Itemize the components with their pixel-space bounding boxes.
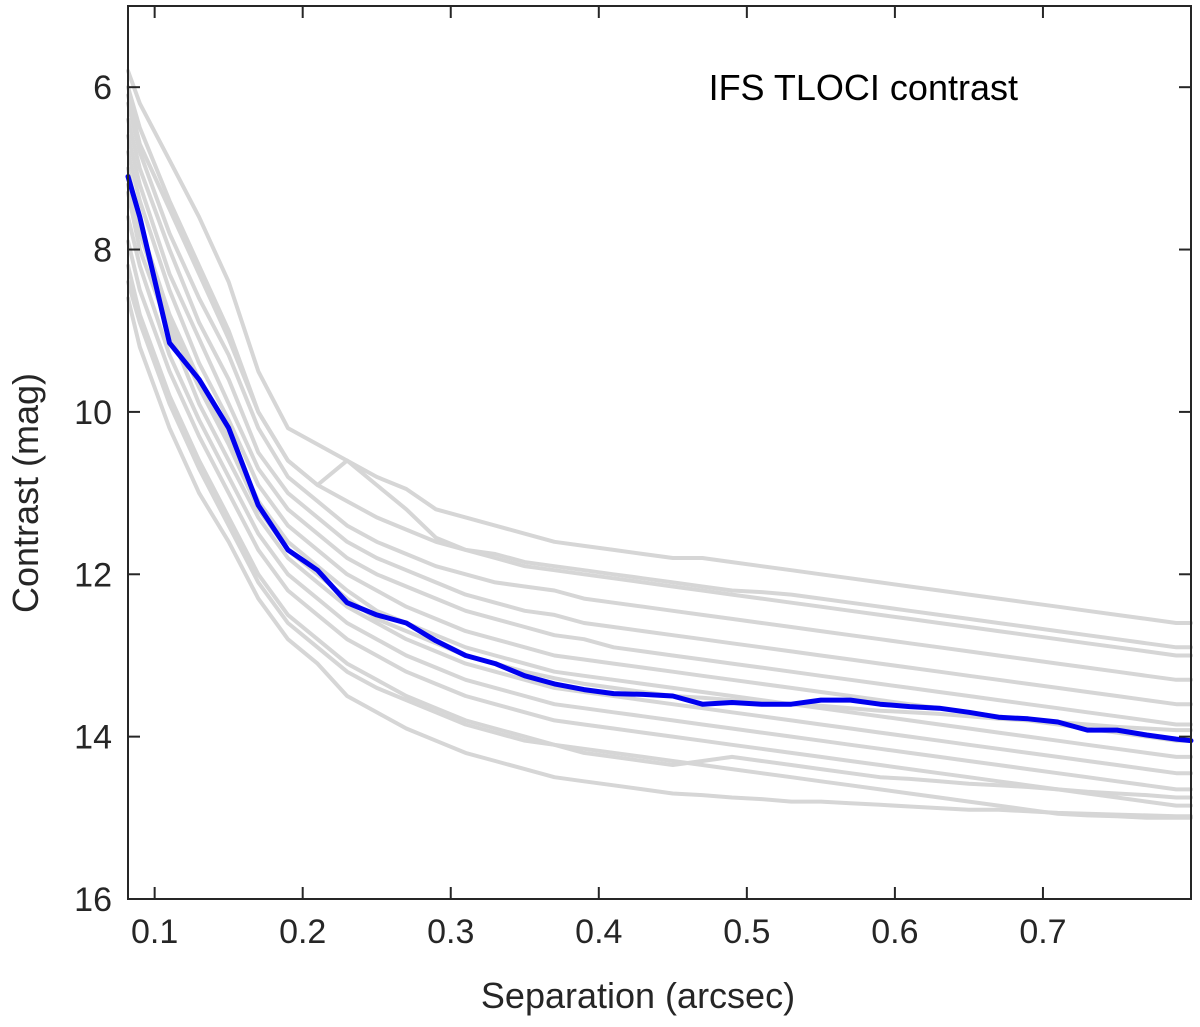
- y-tick-label-6: 16: [74, 881, 112, 919]
- x-tick-label-3: 0.3: [427, 913, 474, 951]
- x-tick-label-1: 0.1: [131, 913, 178, 951]
- axes-layer: [127, 5, 1192, 900]
- y-tick-label-3: 10: [74, 394, 112, 432]
- background-series-line-12: [126, 296, 1193, 819]
- highlight-series-layer: [125, 174, 1194, 744]
- x-tick-label-4: 0.4: [575, 913, 622, 951]
- background-series-line-1: [126, 68, 1193, 625]
- background-series-line-8: [126, 190, 1193, 776]
- background-series-line-13: [126, 93, 1193, 650]
- median-contrast-line: [125, 174, 1194, 744]
- plot-frame: [127, 5, 1192, 900]
- x-axis-label: Separation (arcsec): [481, 975, 795, 1016]
- y-axis-label: Contrast (mag): [5, 373, 46, 613]
- background-series-line-7: [126, 166, 1193, 759]
- background-series-line-14: [126, 280, 1193, 800]
- background-series-line-11: [126, 263, 1193, 820]
- y-tick-label-1: 6: [93, 69, 112, 107]
- x-tick-label-7: 0.7: [1019, 913, 1066, 951]
- chart-title: IFS TLOCI contrast: [709, 67, 1018, 108]
- background-series-line-9: [126, 215, 1193, 792]
- x-tick-label-6: 0.6: [871, 913, 918, 951]
- ticks-layer: 0.1 0.2 0.3 0.4 0.5 0.6 0.7 6 8 10 12 14 16: [74, 6, 1191, 951]
- y-tick-label-2: 8: [93, 232, 112, 270]
- y-tick-label-4: 12: [74, 556, 112, 594]
- background-series-line-2: [126, 85, 1193, 658]
- x-tick-label-5: 0.5: [723, 913, 770, 951]
- y-tick-label-5: 14: [74, 719, 112, 757]
- x-tick-label-2: 0.2: [279, 913, 326, 951]
- background-series-layer: [126, 68, 1193, 820]
- background-series-line-4: [126, 117, 1193, 707]
- background-series-line-5: [126, 133, 1193, 727]
- background-series-line-10: [126, 239, 1193, 808]
- background-series-line-3: [126, 101, 1193, 682]
